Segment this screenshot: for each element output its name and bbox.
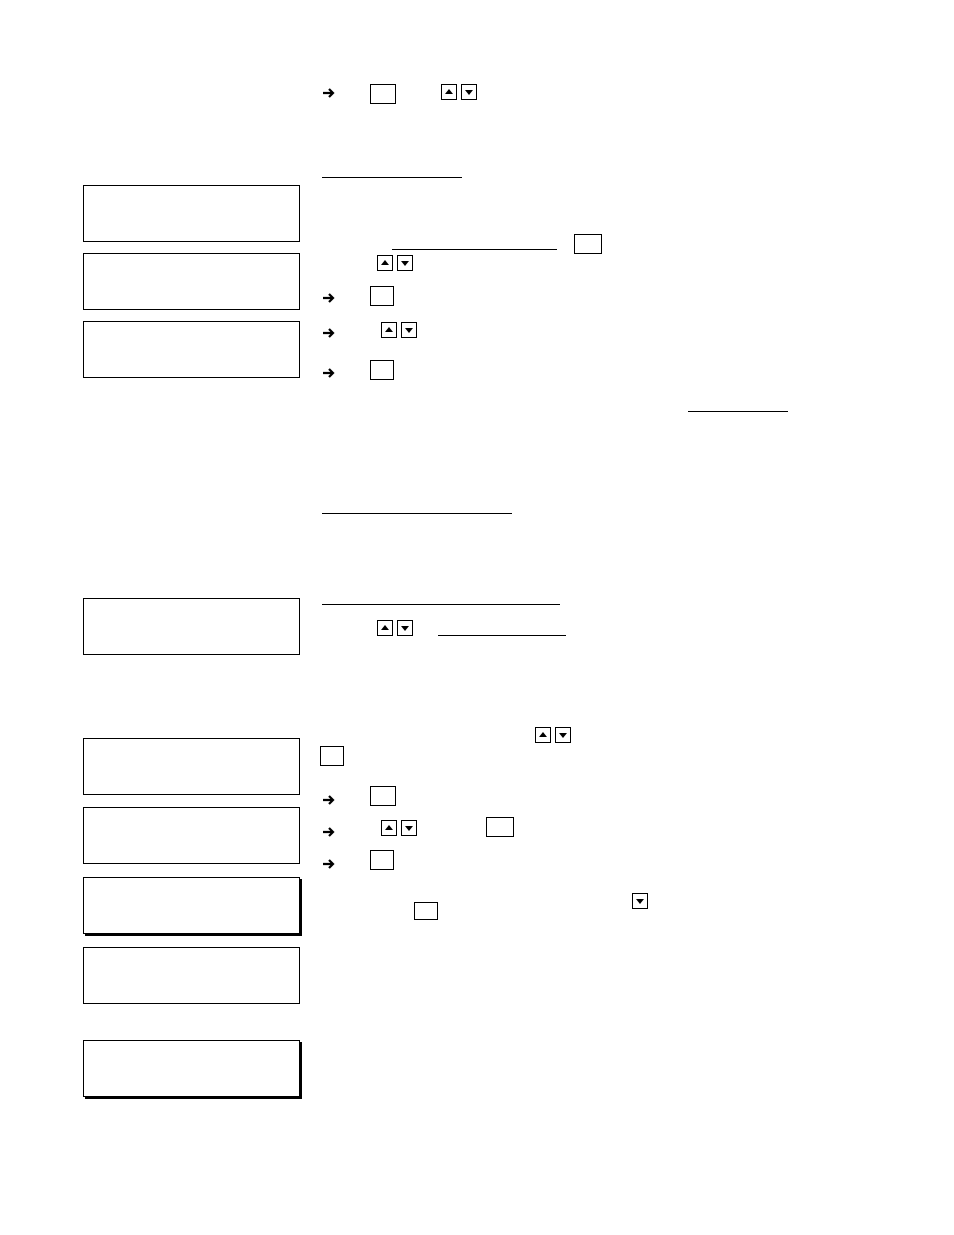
down-arrow-button[interactable] <box>555 727 571 743</box>
right-arrow-icon <box>321 290 337 306</box>
right-arrow-icon <box>321 824 337 840</box>
up-arrow-button[interactable] <box>377 255 393 271</box>
checkbox[interactable] <box>414 902 438 920</box>
panel-box <box>83 807 300 864</box>
underline <box>322 601 560 605</box>
checkbox[interactable] <box>370 84 396 104</box>
underline <box>438 632 566 636</box>
down-arrow-button[interactable] <box>401 322 417 338</box>
panel-box <box>83 738 300 795</box>
up-arrow-button[interactable] <box>381 820 397 836</box>
underline <box>322 174 462 178</box>
right-arrow-icon <box>321 325 337 341</box>
panel-box <box>83 877 300 934</box>
panel-box <box>83 253 300 310</box>
down-arrow-button[interactable] <box>397 620 413 636</box>
right-arrow-icon <box>321 85 337 101</box>
panel-box <box>83 598 300 655</box>
up-arrow-button[interactable] <box>377 620 393 636</box>
checkbox[interactable] <box>574 234 602 254</box>
panel-box <box>83 185 300 242</box>
checkbox[interactable] <box>370 286 394 306</box>
down-arrow-button[interactable] <box>461 84 477 100</box>
underline <box>322 510 512 514</box>
underline <box>688 408 788 412</box>
checkbox[interactable] <box>486 817 514 837</box>
checkbox[interactable] <box>320 746 344 766</box>
down-arrow-button[interactable] <box>632 893 648 909</box>
down-arrow-button[interactable] <box>401 820 417 836</box>
down-arrow-button[interactable] <box>397 255 413 271</box>
panel-box <box>83 1040 300 1097</box>
checkbox[interactable] <box>370 360 394 380</box>
right-arrow-icon <box>321 365 337 381</box>
up-arrow-button[interactable] <box>381 322 397 338</box>
checkbox[interactable] <box>370 786 396 806</box>
up-arrow-button[interactable] <box>441 84 457 100</box>
underline <box>392 246 557 250</box>
up-arrow-button[interactable] <box>535 727 551 743</box>
right-arrow-icon <box>321 792 337 808</box>
panel-box <box>83 321 300 378</box>
panel-box <box>83 947 300 1004</box>
right-arrow-icon <box>321 856 337 872</box>
checkbox[interactable] <box>370 850 394 870</box>
